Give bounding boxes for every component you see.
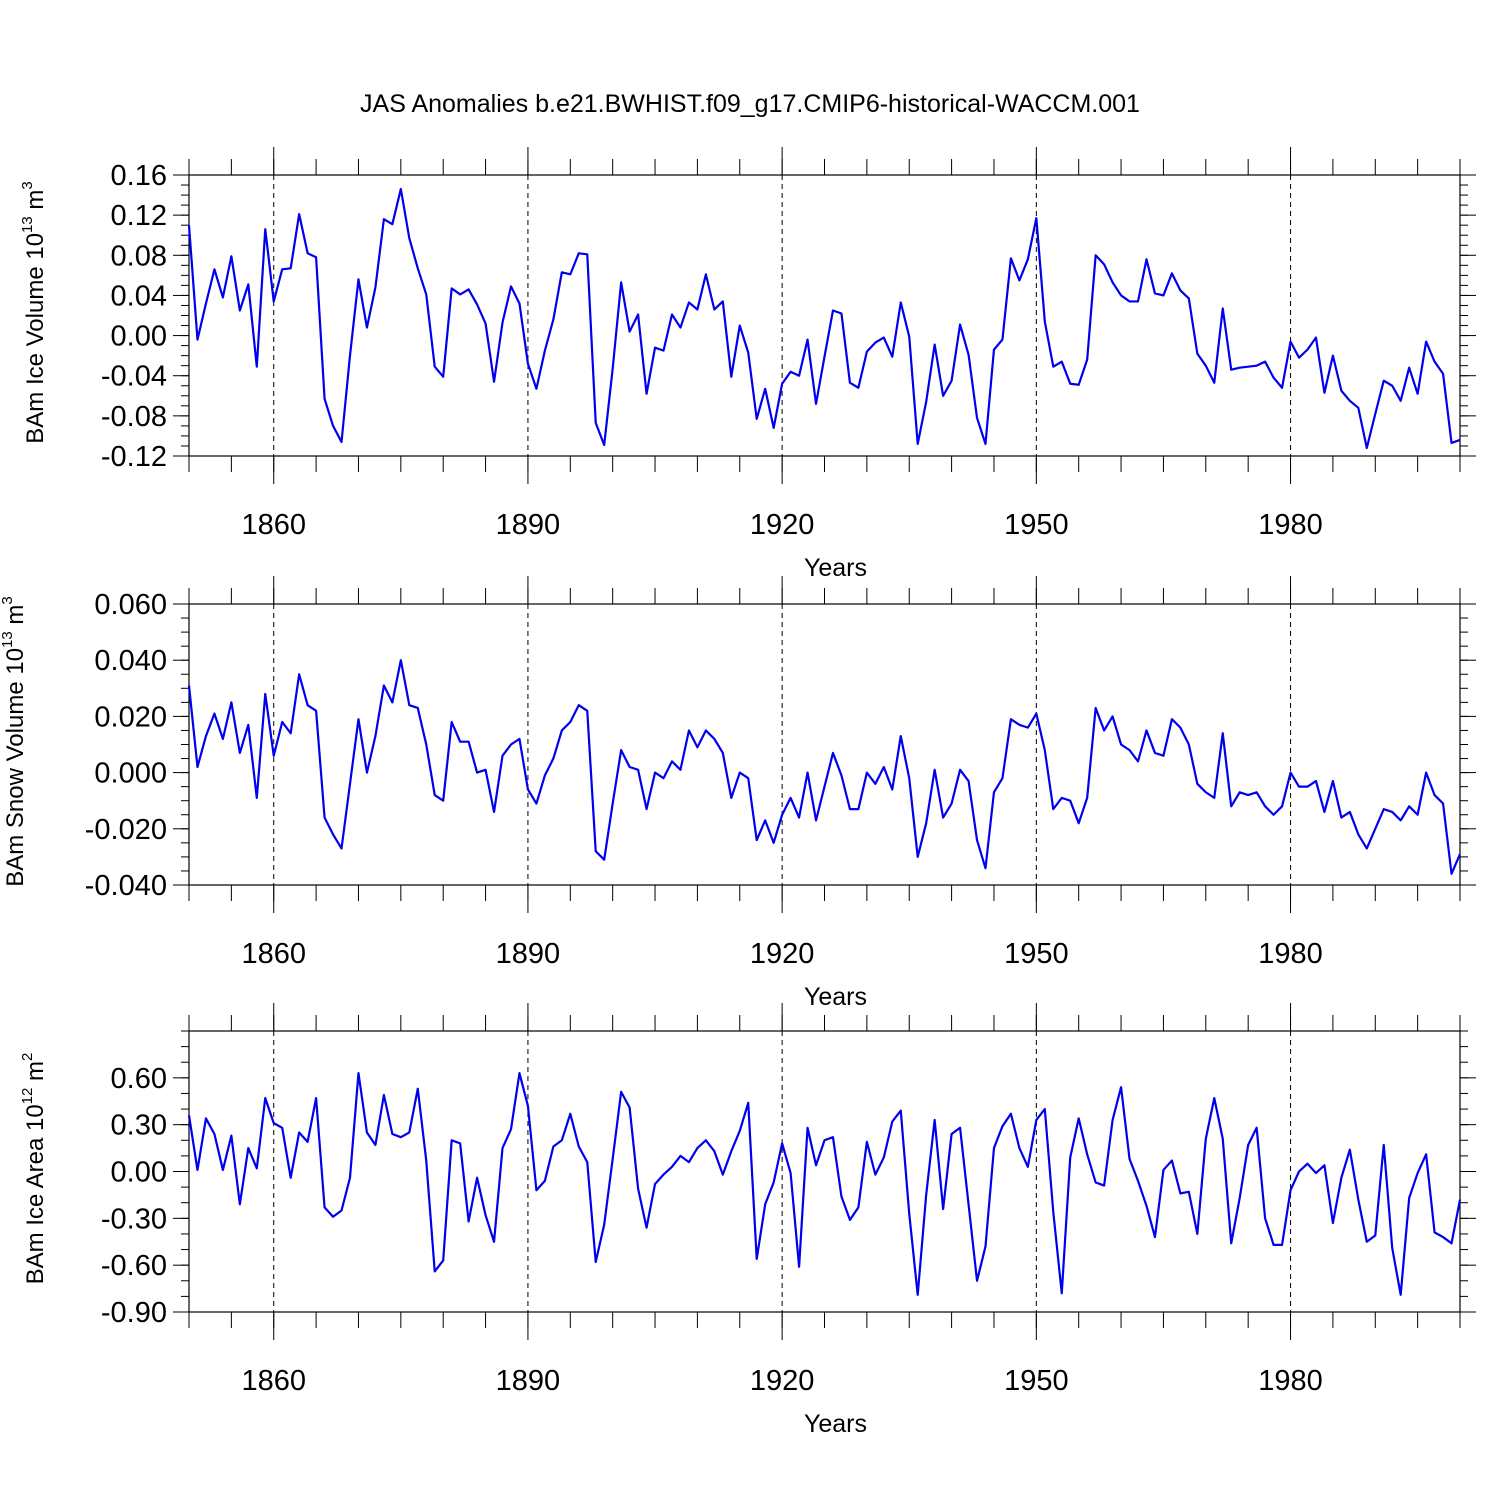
ytick-label: 0.020 xyxy=(94,701,167,733)
ytick-label: -0.30 xyxy=(101,1203,167,1235)
y-axis-label-unit-exponent: 3 xyxy=(0,596,16,604)
xtick-label: 1980 xyxy=(1258,509,1323,541)
ytick-label: 0.60 xyxy=(111,1063,167,1095)
series-line xyxy=(187,187,1461,450)
xtick-label: 1980 xyxy=(1258,938,1323,970)
panel-2: -0.040 -0.020 0.000 0.020 0.040 0.060 1860 1890… xyxy=(0,576,1476,1011)
ytick-label: -0.04 xyxy=(101,361,167,393)
y-axis-label-exponent: 12 xyxy=(19,1088,36,1105)
panels: -0.12 -0.08 -0.04 0.00 0.04 0.08 0.12 0.16 1860 1… xyxy=(0,147,1476,1438)
plot-frame xyxy=(188,1030,1461,1313)
xtick-label: 1950 xyxy=(1004,1365,1069,1397)
y-axis-label: BAm Ice Area 1012 m2 xyxy=(19,1053,49,1285)
y-axis-label: BAm Snow Volume 1013 m3 xyxy=(0,596,29,887)
ytick-label: 0.000 xyxy=(94,758,167,790)
y-axis-label-text: BAm Ice Volume 10 xyxy=(22,233,49,444)
xtick-label: 1950 xyxy=(1004,509,1069,541)
ytick-label: 0.04 xyxy=(111,280,167,312)
ytick-label: 0.040 xyxy=(94,645,167,677)
xtick-label: 1950 xyxy=(1004,938,1069,970)
ytick-label: -0.12 xyxy=(101,441,167,473)
xtick-label: 1860 xyxy=(241,938,306,970)
series-line xyxy=(187,659,1462,875)
y-axis-label-text: BAm Ice Area 10 xyxy=(22,1104,49,1284)
ytick-label: -0.90 xyxy=(101,1297,167,1329)
y-axis-label-unit-exponent: 3 xyxy=(19,181,36,189)
ytick-label: -0.040 xyxy=(85,870,167,902)
plot-frame xyxy=(188,174,1461,457)
ytick-label: -0.020 xyxy=(85,814,167,846)
xtick-label: 1980 xyxy=(1258,1365,1323,1397)
series-line xyxy=(187,1072,1462,1296)
y-axis-label-text: BAm Snow Volume 10 xyxy=(2,648,29,887)
plot-frame xyxy=(188,603,1461,886)
y-axis-label-unit: m xyxy=(22,190,49,217)
chart-title: JAS Anomalies b.e21.BWHIST.f09_g17.CMIP6… xyxy=(360,90,1140,118)
panel-1: -0.12 -0.08 -0.04 0.00 0.04 0.08 0.12 0.16 1860 1… xyxy=(19,147,1476,582)
y-axis-label-exponent: 13 xyxy=(0,631,16,648)
xtick-label: 1860 xyxy=(241,509,306,541)
y-axis-label-unit-exponent: 2 xyxy=(19,1053,36,1061)
x-axis-label: Years xyxy=(804,554,867,582)
panel-3: -0.90 -0.60 -0.30 0.00 0.30 0.60 1860 1890 1920 1… xyxy=(19,1003,1476,1438)
ytick-label: 0.08 xyxy=(111,240,167,272)
ytick-label: 0.060 xyxy=(94,589,167,621)
xtick-label: 1890 xyxy=(496,509,561,541)
xtick-label: 1920 xyxy=(750,509,815,541)
y-axis-label: BAm Ice Volume 1013 m3 xyxy=(19,181,49,443)
xtick-label: 1890 xyxy=(496,1365,561,1397)
y-axis-label-unit: m xyxy=(2,605,29,632)
ytick-label: -0.08 xyxy=(101,401,167,433)
xtick-label: 1890 xyxy=(496,938,561,970)
y-axis-label-unit: m xyxy=(22,1061,49,1088)
xtick-label: 1920 xyxy=(750,938,815,970)
y-axis-label-exponent: 13 xyxy=(19,216,36,233)
ytick-label: 0.30 xyxy=(111,1110,167,1142)
x-axis-label: Years xyxy=(804,1410,867,1438)
ytick-label: -0.60 xyxy=(101,1250,167,1282)
ytick-label: 0.12 xyxy=(111,200,167,232)
ytick-label: 0.16 xyxy=(111,160,167,192)
ytick-label: 0.00 xyxy=(111,321,167,353)
ytick-label: 0.00 xyxy=(111,1157,167,1189)
x-axis-label: Years xyxy=(804,983,867,1011)
xtick-label: 1860 xyxy=(241,1365,306,1397)
xtick-label: 1920 xyxy=(750,1365,815,1397)
